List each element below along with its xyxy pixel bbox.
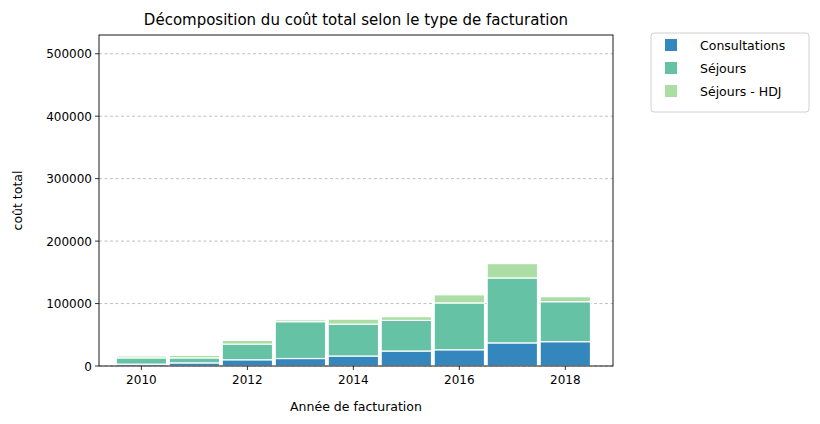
legend-swatch xyxy=(665,85,677,97)
bar xyxy=(434,295,484,303)
x-tick-label: 2014 xyxy=(338,373,369,387)
bars xyxy=(116,264,590,366)
bar xyxy=(275,320,325,322)
bar xyxy=(116,358,166,364)
legend-swatch xyxy=(665,62,677,74)
bar xyxy=(434,350,484,366)
bar xyxy=(169,355,219,357)
grid-line xyxy=(99,116,613,117)
legend: Consultations Séjours Séjours - HDJ xyxy=(651,33,809,112)
y-axis-label: coût total xyxy=(10,171,25,231)
bar xyxy=(328,319,378,324)
x-tick xyxy=(353,366,354,370)
y-tick xyxy=(95,366,99,367)
grid-line xyxy=(99,178,613,179)
x-tick xyxy=(565,366,566,370)
bar xyxy=(116,356,166,358)
y-tick-label: 400000 xyxy=(46,110,92,124)
title: Décomposition du coût total selon le typ… xyxy=(144,11,568,29)
x-tick-label: 2010 xyxy=(126,373,157,387)
legend-label: Consultations xyxy=(700,38,785,53)
bar xyxy=(540,342,590,366)
y-tick xyxy=(95,178,99,179)
plot-frame xyxy=(99,35,613,366)
y-tick-label: 200000 xyxy=(46,235,92,249)
x-tick-label: 2016 xyxy=(444,373,475,387)
y-tick-label: 300000 xyxy=(46,172,92,186)
bar xyxy=(275,322,325,359)
bar xyxy=(328,356,378,366)
bar xyxy=(328,324,378,356)
grid-line xyxy=(99,53,613,54)
legend-label: Séjours xyxy=(700,61,746,76)
bar xyxy=(487,343,537,366)
bar xyxy=(222,360,272,366)
grid-line xyxy=(99,241,613,242)
bar xyxy=(487,278,537,343)
bar xyxy=(169,358,219,363)
x-tick xyxy=(247,366,248,370)
legend-frame xyxy=(651,33,809,112)
legend-label: Séjours - HDJ xyxy=(700,84,782,99)
bar xyxy=(275,359,325,366)
y-tick xyxy=(95,241,99,242)
bar xyxy=(540,297,590,302)
y-tick-label: 0 xyxy=(84,360,92,374)
bar xyxy=(381,320,431,351)
bar xyxy=(434,303,484,350)
bar xyxy=(381,317,431,321)
y-tick xyxy=(95,116,99,117)
y-tick xyxy=(95,303,99,304)
bar xyxy=(222,344,272,360)
x-tick xyxy=(459,366,460,370)
y-tick-label: 500000 xyxy=(46,47,92,61)
x-tick-label: 2018 xyxy=(550,373,581,387)
x-tick-label: 2012 xyxy=(232,373,263,387)
bar xyxy=(222,340,272,344)
legend-swatch xyxy=(665,39,677,51)
y-tick-label: 100000 xyxy=(46,297,92,311)
bar xyxy=(540,302,590,342)
x-axis-label: Année de facturation xyxy=(290,399,422,414)
bar xyxy=(487,264,537,278)
x-tick xyxy=(141,366,142,370)
y-tick xyxy=(95,53,99,54)
chart: Décomposition du coût total selon le typ… xyxy=(0,0,820,424)
bar xyxy=(381,351,431,366)
